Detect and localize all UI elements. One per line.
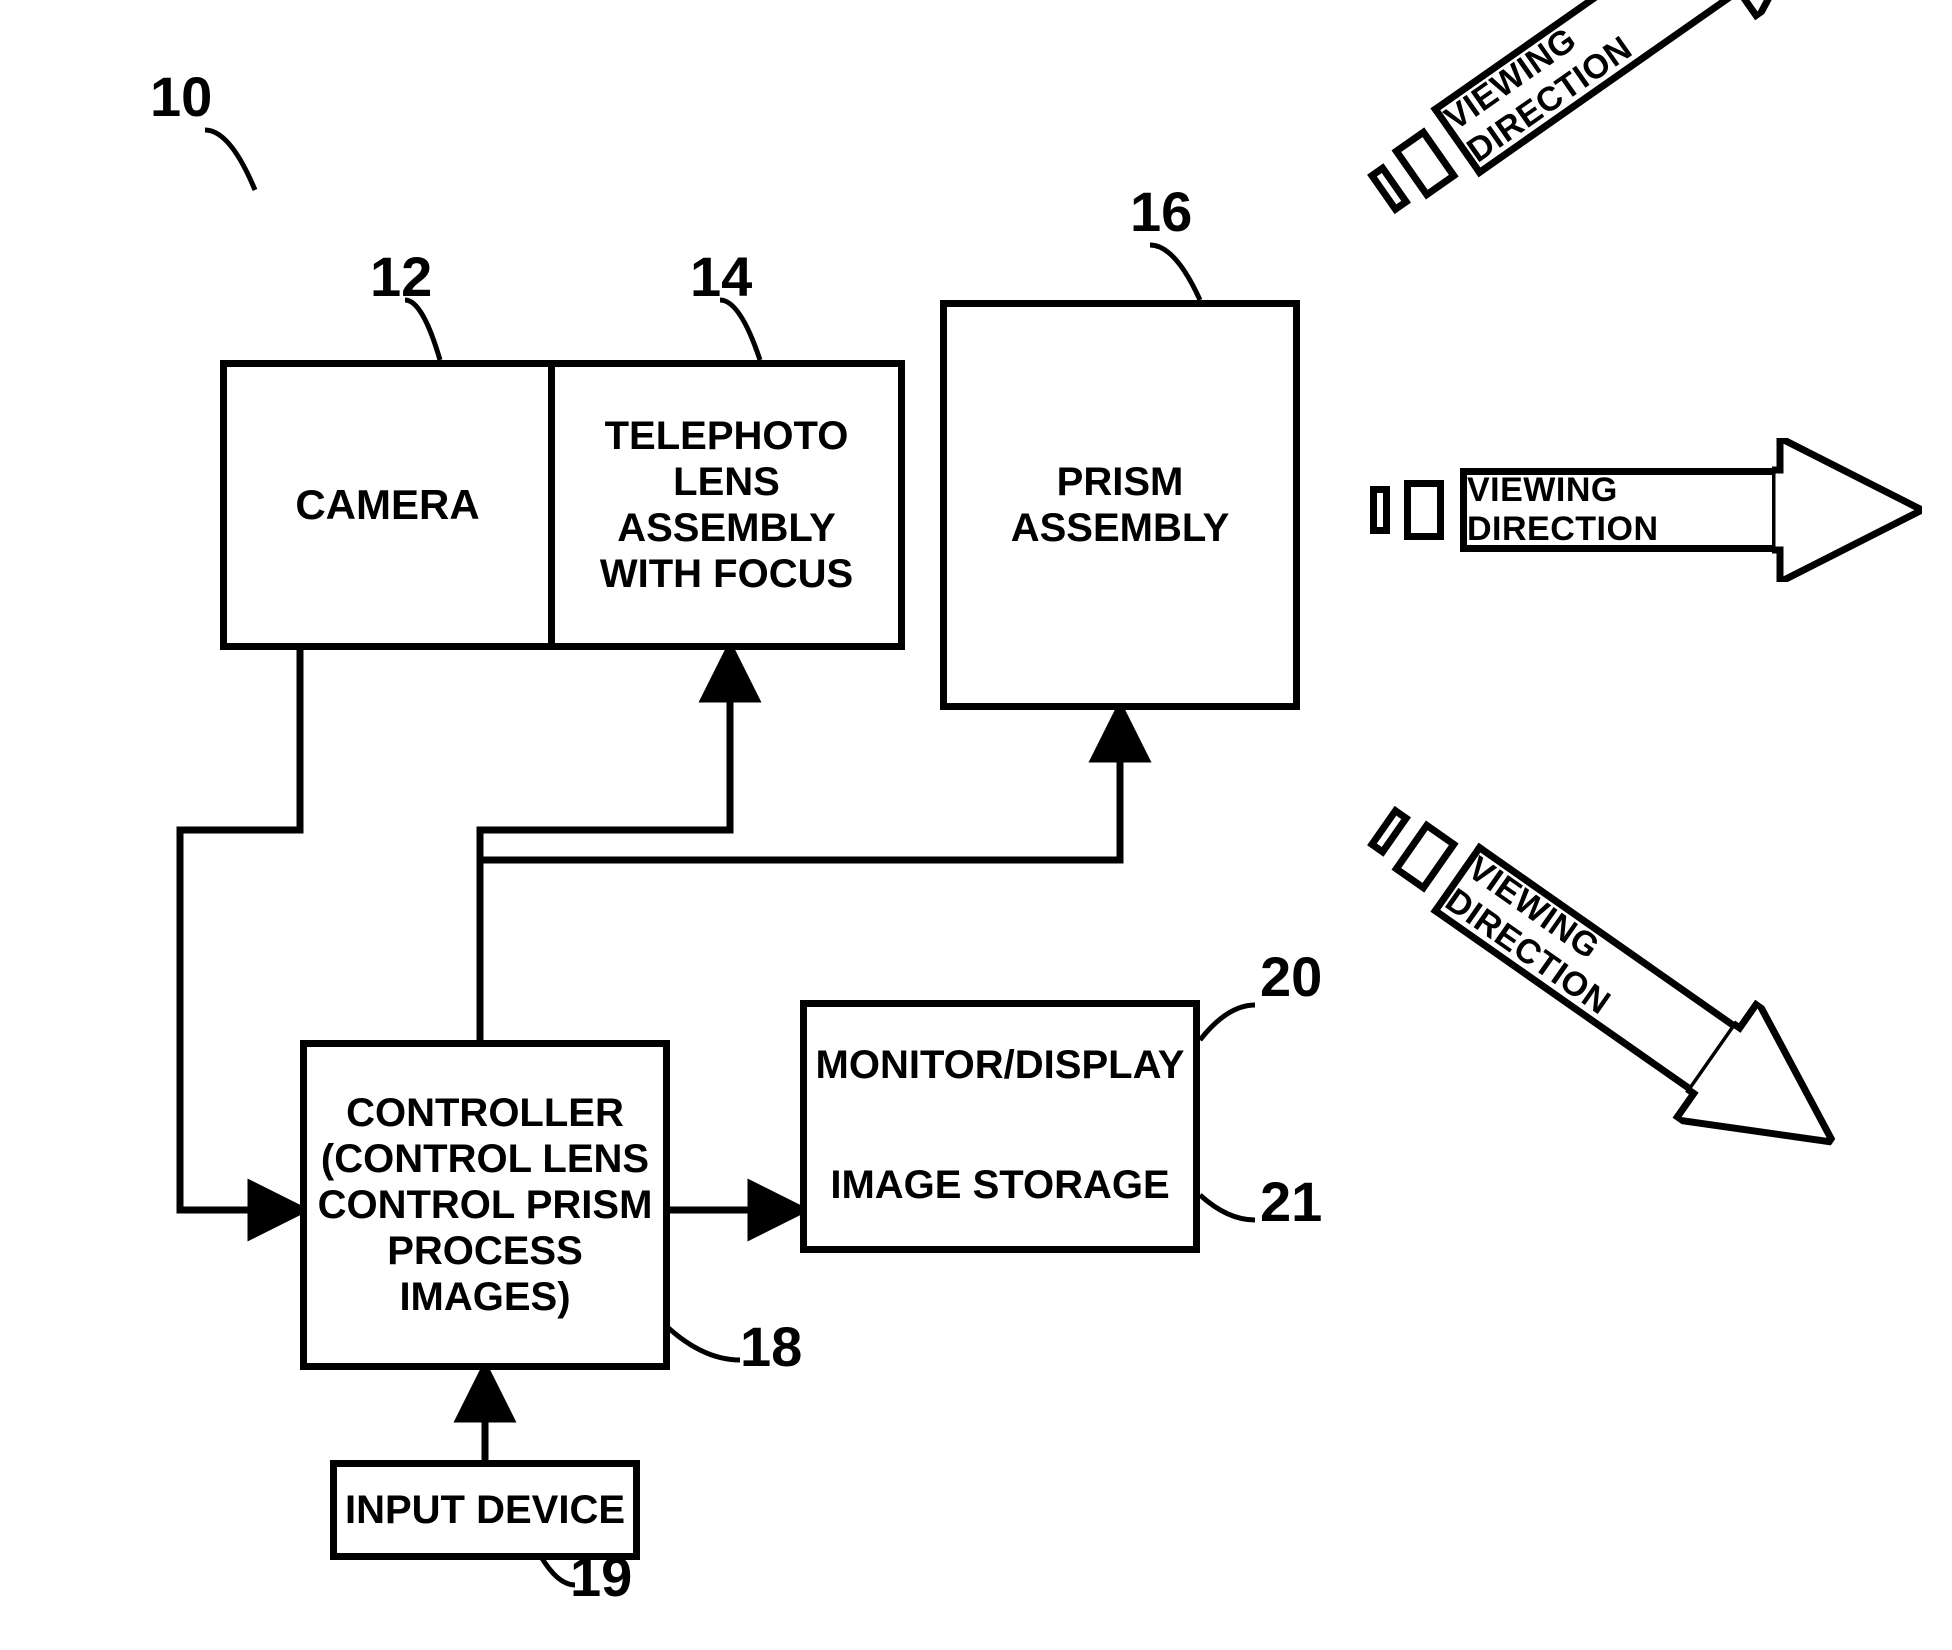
ref-14: 14 [690,244,752,309]
monitor-label: MONITOR/DISPLAY [816,1042,1185,1088]
viewing-direction-arrow-mid: VIEWING DIRECTION [1370,450,1900,570]
ref-10: 10 [150,64,212,129]
monitor-block: MONITOR/DISPLAY [800,1000,1200,1130]
arrow-head-icon [1772,438,1922,582]
lens-label: TELEPHOTO LENS ASSEMBLY WITH FOCUS [555,413,898,597]
ref-19: 19 [570,1544,632,1609]
ref-leader [405,300,440,360]
controller-label: CONTROLLER (CONTROL LENS CONTROL PRISM P… [307,1090,663,1320]
ref-18: 18 [740,1314,802,1379]
ref-leader [205,130,255,190]
ref-leader [660,1320,740,1360]
ref-20: 20 [1260,944,1322,1009]
edge-camera-to-controller [180,650,300,1210]
controller-block: CONTROLLER (CONTROL LENS CONTROL PRISM P… [300,1040,670,1370]
storage-label: IMAGE STORAGE [830,1162,1169,1208]
ref-12: 12 [370,244,432,309]
edge-controller-to-prism [480,710,1120,860]
storage-block: IMAGE STORAGE [800,1123,1200,1253]
prism-label: PRISM ASSEMBLY [947,459,1293,551]
arrow-tail-seg-icon [1404,480,1444,540]
ref-leader [1150,245,1200,300]
viewing-direction-label: VIEWING DIRECTION [1460,468,1780,552]
arrow-tail-seg-icon [1370,486,1390,534]
input-label: INPUT DEVICE [345,1487,625,1533]
connector-layer [0,0,1952,1650]
arrow-tail-seg-icon [1391,821,1458,893]
ref-leader [1200,1005,1255,1040]
camera-label: CAMERA [295,481,479,529]
lens-block: TELEPHOTO LENS ASSEMBLY WITH FOCUS [555,360,905,650]
ref-16: 16 [1130,179,1192,244]
ref-leader [1200,1195,1255,1220]
edge-controller-to-lens [480,650,730,1040]
ref-leader [720,300,760,360]
camera-block: CAMERA [220,360,555,650]
ref-21: 21 [1260,1169,1322,1234]
diagram-stage: CAMERA TELEPHOTO LENS ASSEMBLY WITH FOCU… [0,0,1952,1650]
prism-block: PRISM ASSEMBLY [940,300,1300,710]
